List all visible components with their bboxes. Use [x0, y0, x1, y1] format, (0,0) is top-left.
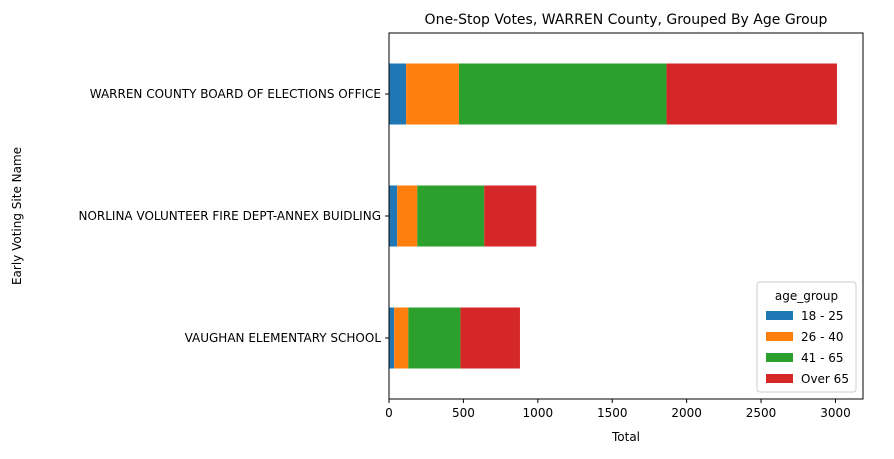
legend-label-4: Over 65 [801, 372, 849, 386]
bar-segment-3-series-3 [408, 307, 461, 369]
x-tick-label: 2500 [746, 406, 777, 420]
x-axis: 0 500 1000 1500 2000 2500 3000 [385, 399, 851, 420]
bar-segment-2-series-2 [397, 185, 418, 247]
x-tick-label: 500 [452, 406, 475, 420]
x-tick-label: 3000 [820, 406, 851, 420]
bar-segment-1-series-2 [406, 63, 459, 125]
legend-box [756, 281, 857, 393]
bar-segment-3-series-4 [460, 307, 520, 369]
y-axis-label: Early Voting Site Name [10, 147, 24, 285]
bars-layer [389, 63, 837, 369]
bar-segment-2-series-4 [484, 185, 537, 247]
legend-swatch-3 [766, 353, 793, 362]
y-axis: WARREN COUNTY BOARD OF ELECTIONS OFFICE N… [78, 87, 389, 345]
bar-segment-1-series-3 [458, 63, 667, 125]
legend-label-3: 41 - 65 [801, 351, 844, 365]
legend-swatch-1 [766, 311, 793, 320]
chart-title: One-Stop Votes, WARREN County, Grouped B… [425, 12, 828, 28]
legend-swatch-4 [766, 374, 793, 383]
bar-segment-2-series-3 [417, 185, 485, 247]
legend: age_group 18 - 25 26 - 40 41 - 65 Over 65 [756, 281, 857, 393]
bar-segment-1-series-1 [389, 63, 407, 125]
x-tick-label: 2000 [671, 406, 702, 420]
x-tick-label: 1500 [597, 406, 628, 420]
legend-label-2: 26 - 40 [801, 330, 844, 344]
legend-title: age_group [775, 289, 838, 303]
x-tick-label: 1000 [523, 406, 554, 420]
bar-segment-3-series-2 [394, 307, 409, 369]
y-tick-label: WARREN COUNTY BOARD OF ELECTIONS OFFICE [90, 87, 381, 101]
y-tick-label: VAUGHAN ELEMENTARY SCHOOL [185, 331, 382, 345]
y-tick-label: NORLINA VOLUNTEER FIRE DEPT-ANNEX BUIDLI… [78, 209, 381, 223]
x-axis-label: Total [611, 430, 640, 444]
bar-segment-3-series-1 [389, 307, 395, 369]
bar-segment-2-series-1 [389, 185, 398, 247]
x-tick-label: 0 [385, 406, 393, 420]
legend-swatch-2 [766, 332, 793, 341]
legend-label-1: 18 - 25 [801, 309, 844, 323]
bar-segment-1-series-4 [666, 63, 837, 125]
